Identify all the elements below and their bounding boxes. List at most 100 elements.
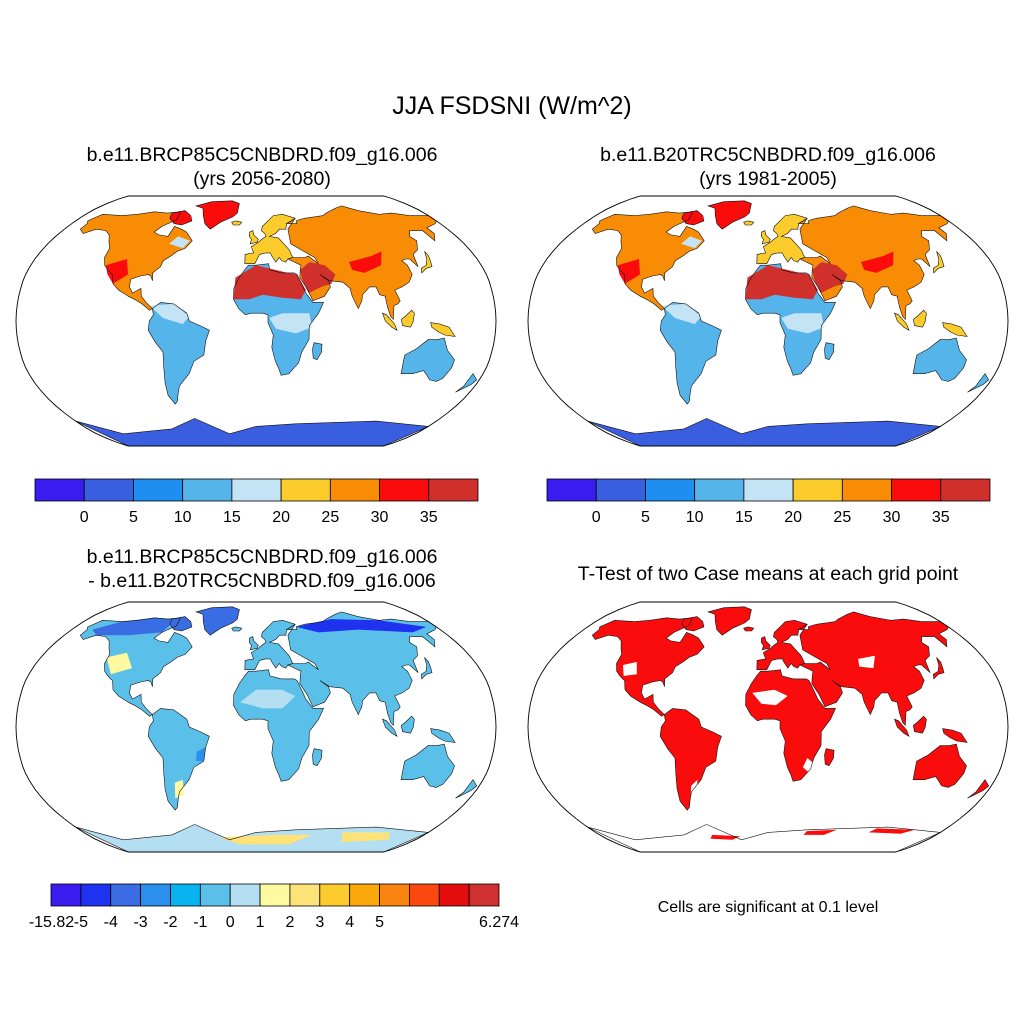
coastline bbox=[420, 251, 433, 274]
non-significant-region bbox=[802, 758, 815, 774]
colorbar-tick-label: 30 bbox=[371, 509, 389, 526]
field-patch bbox=[681, 236, 702, 249]
significance-region bbox=[761, 636, 771, 650]
coastline bbox=[248, 230, 259, 245]
coastline bbox=[745, 263, 836, 376]
land-region-uk bbox=[249, 230, 259, 244]
land-region-australia bbox=[913, 338, 967, 382]
land-region-greenland bbox=[196, 200, 240, 230]
map-frame bbox=[527, 195, 1009, 447]
non-significant-region bbox=[858, 655, 875, 669]
panel-1-colorbar: 0 5 10 15 20 25 30 35 bbox=[34, 478, 479, 526]
land-region-southamerica bbox=[148, 708, 210, 811]
coastline bbox=[681, 616, 705, 632]
coastline bbox=[797, 611, 949, 727]
colorbar-tick-label: 35 bbox=[932, 509, 950, 526]
colorbar-tick-label: 10 bbox=[174, 509, 192, 526]
coastline bbox=[400, 743, 455, 788]
colorbar-swatch bbox=[468, 883, 500, 907]
land-region-greenland bbox=[708, 200, 752, 230]
field-patch bbox=[105, 259, 128, 284]
panel-2-title-line-1: b.e11.B20TRC5CNBDRD.f09_g16.006 bbox=[600, 144, 936, 166]
colorbar-tick-label: 0 bbox=[226, 914, 235, 931]
land-region-greenland bbox=[196, 606, 240, 636]
coastline bbox=[932, 657, 945, 680]
significance-region bbox=[868, 828, 915, 834]
land-region-southamerica bbox=[660, 302, 722, 405]
colorbar-tick-label: -1 bbox=[193, 914, 207, 931]
coastline bbox=[912, 715, 927, 734]
colorbar-tick-label: 25 bbox=[321, 509, 339, 526]
colorbar-tick-label: -15.82 bbox=[29, 914, 74, 931]
coastline bbox=[967, 373, 990, 393]
coastline bbox=[824, 342, 835, 361]
colorbar-tick-label: 6.274 bbox=[479, 914, 519, 931]
coastline bbox=[743, 626, 755, 632]
field-patch bbox=[240, 689, 296, 709]
field-patch bbox=[233, 265, 306, 300]
field-patch bbox=[781, 313, 824, 334]
coastline bbox=[285, 611, 437, 727]
land-region-australia bbox=[401, 744, 455, 788]
land-region-borneo bbox=[401, 310, 415, 328]
colorbar-tick-label: 3 bbox=[315, 914, 324, 931]
colorbar-tick-label: 5 bbox=[129, 509, 138, 526]
land-region-southamerica bbox=[148, 302, 210, 405]
land-region-newguinea bbox=[430, 728, 456, 743]
coastline bbox=[967, 779, 990, 799]
land-region-europe bbox=[244, 620, 296, 670]
field-patch bbox=[92, 617, 177, 636]
map-frame bbox=[527, 601, 1009, 853]
coastline bbox=[248, 636, 259, 651]
map-frame bbox=[15, 601, 497, 853]
land-region-borneo bbox=[913, 310, 927, 328]
land-region-madagascar bbox=[312, 748, 322, 766]
coastline bbox=[75, 418, 430, 446]
coastline bbox=[587, 418, 942, 446]
colorbar-tick-label: 20 bbox=[272, 509, 290, 526]
coastline bbox=[169, 616, 193, 632]
coastline bbox=[659, 708, 722, 811]
land-region-europe bbox=[756, 214, 808, 264]
coastline bbox=[169, 210, 193, 226]
panel-3-title-line-1: b.e11.BRCP85C5CNBDRD.f09_g16.006 bbox=[86, 546, 438, 568]
significance-region bbox=[756, 620, 808, 670]
panel-1-title-line-2: (yrs 2056-2080) bbox=[193, 168, 331, 190]
field-patch bbox=[106, 652, 132, 675]
coastline bbox=[79, 211, 193, 311]
panel-3-title: b.e11.BRCP85C5CNBDRD.f09_g16.006 - b.e11… bbox=[12, 545, 512, 593]
coastline bbox=[244, 213, 296, 264]
significance-region bbox=[660, 708, 722, 811]
significance-region bbox=[708, 606, 752, 636]
land-region-sumatra bbox=[382, 719, 397, 737]
land-region-uk bbox=[761, 230, 771, 244]
land-region-sumatra bbox=[894, 313, 909, 331]
field-patch bbox=[174, 779, 184, 799]
coastline bbox=[400, 337, 455, 382]
panel-2-title: b.e11.B20TRC5CNBDRD.f09_g16.006 (yrs 198… bbox=[518, 143, 1018, 191]
panel-4-title-line-1: T-Test of two Case means at each grid po… bbox=[577, 563, 959, 585]
field-patch bbox=[149, 303, 190, 325]
coastline bbox=[79, 617, 193, 717]
coastline bbox=[893, 718, 910, 738]
field-patch bbox=[617, 259, 640, 284]
colorbar-tick-label: -3 bbox=[133, 914, 147, 931]
non-significant-region bbox=[690, 779, 698, 802]
colorbar-tick-label: 15 bbox=[735, 509, 753, 526]
significance-region bbox=[894, 719, 909, 737]
colorbar-tick-label: 0 bbox=[80, 509, 89, 526]
field-patch bbox=[196, 747, 206, 762]
significance-region bbox=[942, 728, 968, 743]
land-region-borneo bbox=[401, 716, 415, 734]
colorbar-tick-label: 15 bbox=[223, 509, 241, 526]
coastline bbox=[587, 824, 942, 852]
coastline bbox=[745, 669, 836, 782]
coastline bbox=[912, 743, 967, 788]
significance-note: Cells are significant at 0.1 level bbox=[657, 899, 879, 916]
colorbar-tick-label: 10 bbox=[686, 509, 704, 526]
coastline bbox=[381, 312, 398, 332]
non-significant-region bbox=[752, 689, 788, 706]
land-region-newguinea bbox=[942, 322, 968, 337]
